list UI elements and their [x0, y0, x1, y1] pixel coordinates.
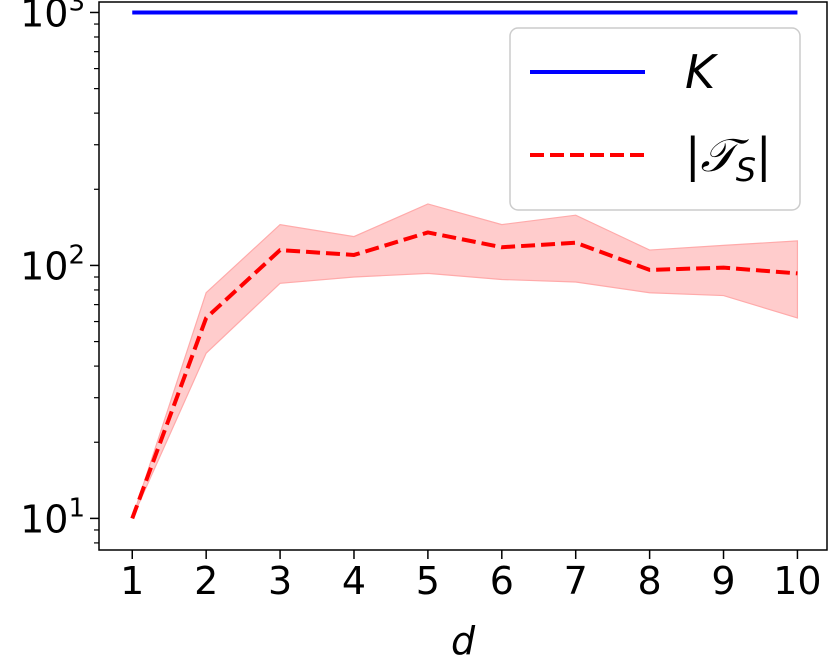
y-tick-label: 103 — [20, 0, 85, 35]
x-tick-label: 3 — [268, 559, 292, 603]
x-axis: 1 2 3 4 5 6 7 8 9 10 — [120, 550, 822, 603]
y-tick-label: 102 — [20, 240, 85, 288]
plot-frame — [98, 1, 828, 551]
uncertainty-bands — [131, 203, 799, 519]
series-1-line — [130, 230, 798, 520]
series-lines — [130, 10, 798, 520]
legend-label-1: |𝒯S| — [685, 128, 772, 189]
series-1-band — [131, 203, 799, 519]
x-tick-label: 6 — [490, 559, 514, 603]
x-tick-label: 2 — [194, 559, 218, 603]
legend: K |𝒯S| — [509, 27, 801, 211]
x-tick-label: 9 — [711, 559, 735, 603]
x-tick-label: 4 — [342, 559, 366, 603]
y-tick-label: 101 — [20, 493, 85, 541]
legend-box — [509, 27, 801, 211]
x-tick-label: 10 — [773, 559, 821, 603]
x-tick-label: 1 — [120, 559, 144, 603]
legend-label-0: K — [685, 45, 719, 99]
y-axis: 101 102 103 — [20, 0, 99, 544]
x-tick-label: 5 — [416, 559, 440, 603]
x-tick-label: 8 — [638, 559, 662, 603]
x-axis-label: d — [451, 619, 476, 663]
x-tick-label: 7 — [564, 559, 588, 603]
